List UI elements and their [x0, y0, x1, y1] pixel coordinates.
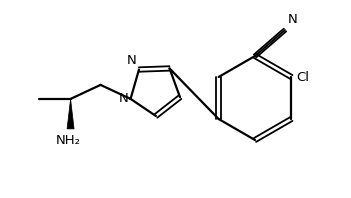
Text: N: N	[127, 53, 137, 67]
Polygon shape	[67, 99, 74, 129]
Text: N: N	[119, 92, 128, 105]
Text: Cl: Cl	[296, 70, 309, 84]
Text: NH₂: NH₂	[56, 134, 81, 147]
Text: N: N	[288, 13, 298, 26]
